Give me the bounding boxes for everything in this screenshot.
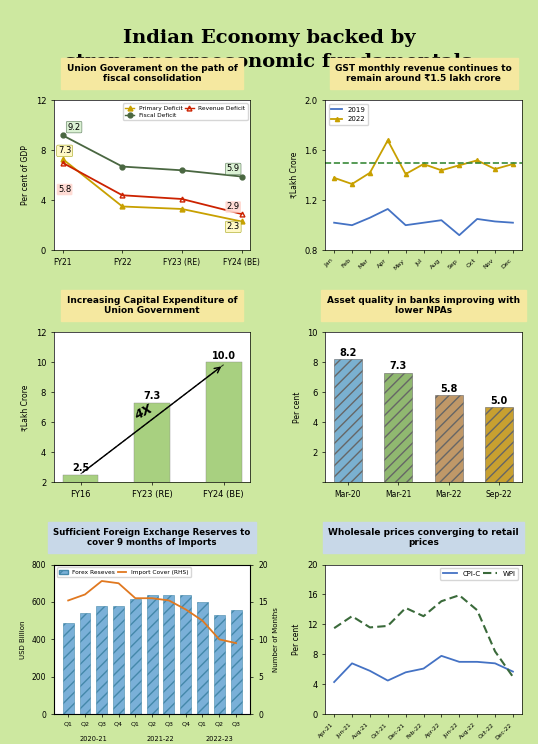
Text: 5.8: 5.8	[440, 384, 457, 394]
Bar	[80, 613, 90, 714]
Text: 4X: 4X	[132, 403, 154, 423]
Text: 2.9: 2.9	[226, 202, 240, 211]
Line: CPI-C: CPI-C	[334, 656, 513, 682]
Bar	[206, 362, 242, 512]
WPI	[456, 591, 463, 600]
CPI-C	[456, 658, 463, 667]
Bar	[63, 475, 98, 512]
WPI	[438, 597, 444, 606]
Text: 9.2: 9.2	[67, 123, 81, 132]
CPI-C	[420, 664, 427, 673]
Title: Sufficient Foreign Exchange Reserves to
cover 9 months of Imports: Sufficient Foreign Exchange Reserves to …	[53, 527, 251, 547]
Bar	[113, 606, 124, 714]
WPI	[509, 673, 516, 682]
Bar	[180, 595, 191, 714]
Bar	[63, 623, 74, 714]
WPI	[367, 623, 373, 632]
Bar	[197, 602, 208, 714]
Bar	[385, 373, 412, 482]
Legend: CPI-C, WPI: CPI-C, WPI	[440, 568, 519, 580]
Y-axis label: ₹Lakh Crore: ₹Lakh Crore	[21, 384, 30, 431]
WPI	[420, 612, 427, 620]
Y-axis label: Per cent: Per cent	[293, 391, 301, 423]
Text: 2022-23: 2022-23	[206, 737, 233, 743]
WPI	[349, 612, 355, 620]
CPI-C	[331, 678, 337, 687]
Y-axis label: Per cent of GDP: Per cent of GDP	[21, 145, 30, 205]
Text: Indian Economy backed by
strong macroeconomic fundamentals: Indian Economy backed by strong macroeco…	[66, 30, 472, 71]
Text: 8.2: 8.2	[339, 348, 357, 358]
Bar	[435, 395, 463, 482]
Text: 5.0: 5.0	[491, 396, 508, 405]
CPI-C	[385, 676, 391, 685]
Bar	[147, 595, 158, 714]
Bar	[134, 403, 170, 512]
Bar	[485, 408, 513, 482]
WPI	[331, 623, 337, 632]
Title: Union Goverament on the path of
fiscal consolidation: Union Goverament on the path of fiscal c…	[67, 63, 238, 83]
Text: 5.8: 5.8	[58, 185, 71, 194]
Y-axis label: Per cent: Per cent	[292, 623, 301, 655]
Text: 7.3: 7.3	[144, 391, 161, 401]
WPI	[385, 621, 391, 630]
CPI-C	[492, 659, 498, 668]
Bar	[130, 599, 141, 714]
WPI	[402, 603, 409, 612]
Text: 2020-21: 2020-21	[80, 737, 107, 743]
Legend: Forex Reseves, Import Cover (RHS): Forex Reseves, Import Cover (RHS)	[56, 568, 191, 577]
Title: GST monthly revenue continues to
remain around ₹1.5 lakh crore: GST monthly revenue continues to remain …	[335, 63, 512, 83]
CPI-C	[367, 667, 373, 676]
Bar	[334, 359, 362, 482]
CPI-C	[349, 659, 355, 668]
CPI-C	[509, 667, 516, 676]
WPI	[474, 606, 480, 615]
Text: 2021-22: 2021-22	[147, 737, 174, 743]
Text: 7.3: 7.3	[390, 362, 407, 371]
CPI-C	[438, 652, 444, 661]
Y-axis label: USD Billion: USD Billion	[20, 620, 26, 658]
Text: 2.3: 2.3	[226, 222, 240, 231]
Text: 10.0: 10.0	[211, 350, 236, 361]
Text: 2.5: 2.5	[72, 463, 89, 473]
CPI-C	[474, 658, 480, 667]
Title: Wholesale prices converging to retail
prices: Wholesale prices converging to retail pr…	[328, 527, 519, 547]
WPI	[492, 647, 498, 655]
Text: 7.3: 7.3	[58, 147, 72, 155]
Title: Increasing Capital Expenditure of
Union Government: Increasing Capital Expenditure of Union …	[67, 295, 237, 315]
CPI-C	[402, 668, 409, 677]
Bar	[214, 615, 225, 714]
Bar	[231, 610, 242, 714]
Y-axis label: ₹Lakh Crore: ₹Lakh Crore	[290, 152, 299, 199]
Title: Asset quality in banks improving with
lower NPAs: Asset quality in banks improving with lo…	[327, 295, 520, 315]
Legend: Primary Deficit, Fiscal Deficit, Revenue Deficit: Primary Deficit, Fiscal Deficit, Revenue…	[123, 103, 247, 120]
Text: 5.9: 5.9	[226, 164, 240, 173]
Legend: 2019, 2022: 2019, 2022	[329, 104, 368, 125]
Y-axis label: Number of Months: Number of Months	[273, 607, 279, 672]
Bar	[164, 595, 174, 714]
Bar	[96, 606, 107, 714]
Line: WPI: WPI	[334, 595, 513, 677]
